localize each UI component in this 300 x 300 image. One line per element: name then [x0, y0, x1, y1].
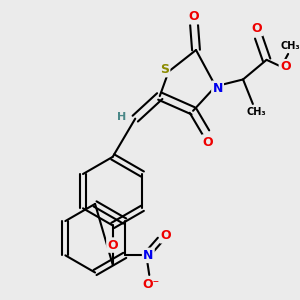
- Text: O: O: [280, 60, 290, 73]
- Text: N: N: [212, 82, 223, 95]
- Text: O: O: [160, 229, 171, 242]
- Text: O: O: [107, 238, 118, 252]
- Text: S: S: [160, 63, 169, 76]
- Text: O: O: [189, 10, 200, 23]
- Text: H: H: [117, 112, 126, 122]
- Text: CH₃: CH₃: [247, 107, 267, 117]
- Text: O: O: [251, 22, 262, 35]
- Text: CH₃: CH₃: [280, 41, 300, 51]
- Text: N: N: [143, 249, 154, 262]
- Text: O: O: [202, 136, 213, 149]
- Text: O⁻: O⁻: [142, 278, 160, 291]
